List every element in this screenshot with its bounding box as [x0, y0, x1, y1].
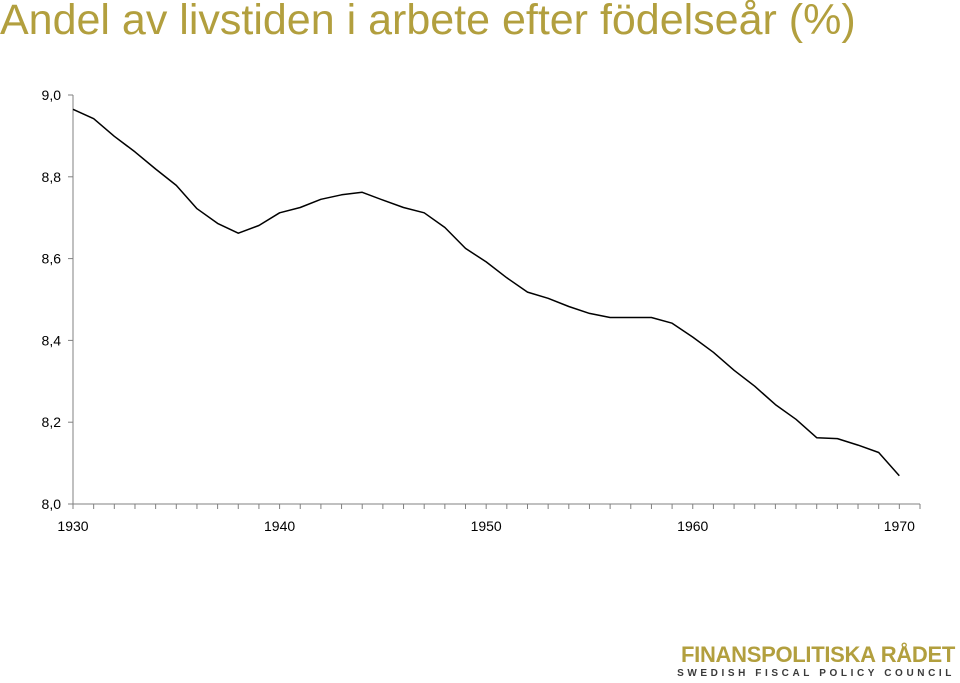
data-point [630, 317, 631, 318]
x-tick-label: 1930 [57, 518, 88, 534]
data-point [858, 445, 859, 446]
data-point [403, 207, 404, 208]
data-point [176, 185, 177, 186]
data-point [672, 323, 673, 324]
data-point [238, 233, 239, 234]
data-point [651, 317, 652, 318]
data-point [506, 277, 507, 278]
data-point [155, 169, 156, 170]
data-point [816, 437, 817, 438]
data-point [341, 194, 342, 195]
data-point [320, 199, 321, 200]
data-point [878, 452, 879, 453]
data-point [548, 298, 549, 299]
y-tick-label: 8,4 [42, 332, 62, 348]
data-point [382, 200, 383, 201]
data-point [610, 317, 611, 318]
data-point [279, 212, 280, 213]
data-point [899, 475, 900, 476]
series-line-0 [72, 108, 900, 477]
data-point [300, 207, 301, 208]
data-point [362, 192, 363, 193]
y-tick-label: 9,0 [42, 87, 62, 103]
data-point [93, 118, 94, 119]
data-point [568, 306, 569, 307]
data-point [692, 337, 693, 338]
data-point [775, 404, 776, 405]
brand-name: FINANSPOLITISKA RÅDET [681, 642, 955, 667]
data-point [424, 212, 425, 213]
data-point [217, 223, 218, 224]
data-point [486, 261, 487, 262]
y-tick-label: 8,6 [42, 251, 62, 267]
data-point [527, 292, 528, 293]
data-point [589, 313, 590, 314]
data-point [135, 151, 136, 152]
data-point [73, 109, 74, 110]
y-tick-label: 8,2 [42, 414, 62, 430]
chart-title: Andel av livstiden i arbete efter födels… [0, 0, 856, 44]
data-point [197, 208, 198, 209]
data-point [258, 225, 259, 226]
data-point [465, 248, 466, 249]
y-tick-label: 8,0 [42, 496, 62, 512]
brand-subtitle: SWEDISH FISCAL POLICY COUNCIL [677, 668, 955, 679]
data-point [114, 136, 115, 137]
x-tick-label: 1960 [677, 518, 708, 534]
x-tick-label: 1940 [264, 518, 295, 534]
y-tick-label: 8,8 [42, 169, 62, 185]
data-point [796, 419, 797, 420]
plot-area [72, 108, 900, 477]
data-point [444, 227, 445, 228]
axes: 8,0 8,2 8,4 8,6 8,8 9,0 1930 1940 1950 1960 1970 [42, 87, 921, 534]
x-tick-label: 1950 [471, 518, 502, 534]
data-point [734, 370, 735, 371]
data-point [754, 386, 755, 387]
brand-logo: FINANSPOLITISKA RÅDET SWEDISH FISCAL POL… [655, 642, 955, 680]
x-tick-label: 1970 [884, 518, 915, 534]
data-point [713, 352, 714, 353]
data-point [837, 438, 838, 439]
